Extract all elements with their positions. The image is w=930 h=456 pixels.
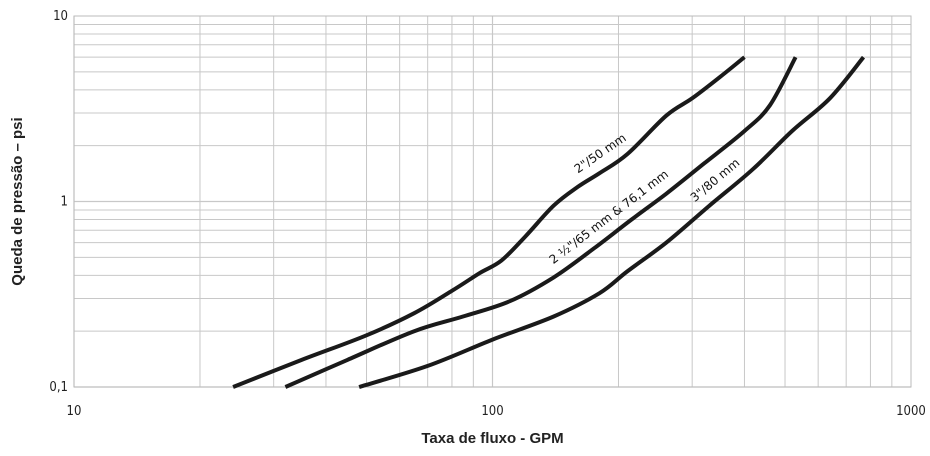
x-axis-title: Taxa de fluxo - GPM [421, 430, 563, 447]
grid [73, 16, 911, 388]
series-labels: 2"/50 mm2 ½"/65 mm & 76,1 mm 3"/80 mm [547, 131, 743, 267]
y-tick-label: 1 [61, 195, 68, 210]
series-line-0 [232, 55, 746, 389]
series-label-2: 3"/80 mm [688, 156, 743, 205]
tick-labels: 10 100 1000 0,1 1 10 [49, 9, 925, 419]
plot-frame [73, 15, 912, 388]
series-lines [232, 55, 866, 389]
x-tick-label: 100 [481, 404, 503, 419]
series-line-1 [284, 56, 798, 389]
y-tick-label: 10 [53, 9, 68, 24]
series-label-0: 2"/50 mm [572, 131, 629, 176]
x-tick-label: 10 [67, 404, 82, 419]
series-line-2 [358, 55, 866, 389]
y-tick-label: 0,1 [49, 380, 68, 395]
y-axis-title: Queda de pressão – psi [9, 117, 26, 285]
x-tick-label: 1000 [896, 404, 926, 419]
